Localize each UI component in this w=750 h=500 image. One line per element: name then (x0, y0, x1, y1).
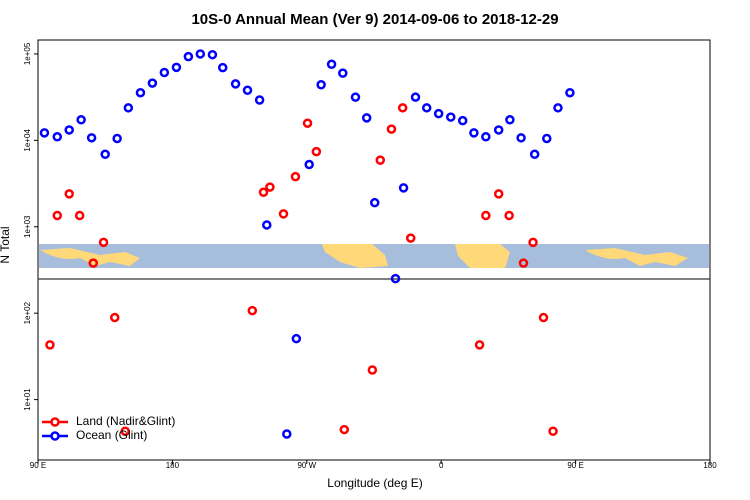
point (481, 132, 491, 142)
point (282, 429, 292, 439)
point (254, 95, 265, 105)
point (505, 115, 515, 125)
point (398, 183, 409, 193)
point (86, 133, 97, 143)
point (278, 209, 289, 219)
legend-marker (50, 431, 60, 441)
point (529, 149, 540, 160)
legend-label: Land (Nadir&Glint) (76, 414, 175, 428)
point (98, 237, 109, 248)
point (207, 49, 218, 60)
point (76, 115, 86, 125)
point (339, 424, 350, 435)
point (88, 258, 99, 268)
x-tick-label: 90 W (297, 461, 316, 470)
point (195, 49, 206, 59)
point (230, 79, 241, 89)
point (361, 113, 372, 123)
point (291, 333, 302, 344)
point (52, 210, 63, 221)
point (493, 125, 504, 135)
point (386, 124, 397, 134)
point (110, 312, 120, 323)
point (74, 210, 85, 221)
point (516, 133, 526, 143)
x-tick-label: 180 (703, 461, 717, 470)
point (123, 103, 134, 113)
world-map (39, 244, 709, 268)
point (457, 115, 468, 126)
point (64, 189, 74, 199)
point (112, 133, 122, 144)
point (405, 233, 416, 243)
point (64, 125, 74, 135)
point (45, 340, 55, 350)
point (369, 197, 380, 208)
y-tick-label: 1e+05 (23, 42, 32, 65)
point (217, 62, 228, 73)
point (390, 273, 401, 284)
y-axis-label: N Total (0, 226, 12, 263)
x-tick-label: 180 (166, 461, 180, 470)
point (493, 189, 504, 199)
point (397, 103, 408, 113)
point (265, 182, 275, 192)
point (542, 133, 552, 144)
point (262, 220, 272, 230)
point (548, 426, 558, 437)
point (481, 210, 491, 221)
x-tick-label: 90 E (30, 461, 46, 470)
point (474, 340, 485, 350)
point (316, 80, 326, 90)
point (553, 103, 563, 113)
point (469, 128, 479, 138)
point (375, 155, 386, 165)
point (433, 108, 444, 119)
point (311, 146, 322, 157)
point (410, 92, 421, 102)
legend-label: Ocean (Glint) (76, 428, 147, 442)
point (367, 365, 378, 375)
point (242, 85, 253, 96)
point (120, 426, 130, 437)
point (159, 67, 170, 78)
plot-frame (37, 39, 711, 461)
x-tick-label: 90 E (567, 461, 583, 470)
legend-marker (50, 417, 60, 427)
point (338, 68, 348, 78)
point (247, 305, 258, 316)
point (528, 237, 538, 248)
x-axis-label: Longitude (deg E) (327, 476, 422, 490)
point (183, 51, 194, 62)
point (326, 59, 337, 69)
point (565, 87, 575, 98)
y-tick-label: 1e+03 (23, 215, 32, 238)
point (446, 112, 456, 122)
point (135, 87, 146, 98)
point (504, 210, 514, 221)
point (258, 187, 269, 197)
point (290, 171, 301, 182)
chart-title: 10S-0 Annual Mean (Ver 9) 2014-09-06 to … (191, 11, 558, 28)
point (52, 132, 63, 142)
point (147, 78, 158, 88)
y-tick-label: 1e+02 (23, 301, 32, 324)
y-tick-label: 1e+01 (23, 388, 32, 411)
point (100, 149, 110, 160)
point (421, 103, 432, 113)
point (171, 62, 182, 73)
point (538, 312, 549, 323)
y-tick-label: 1e+04 (23, 129, 32, 152)
point (350, 92, 361, 102)
point (302, 118, 313, 128)
point (304, 159, 314, 170)
x-tick-label: 0 (439, 461, 444, 470)
point (518, 258, 529, 268)
point (39, 128, 50, 138)
